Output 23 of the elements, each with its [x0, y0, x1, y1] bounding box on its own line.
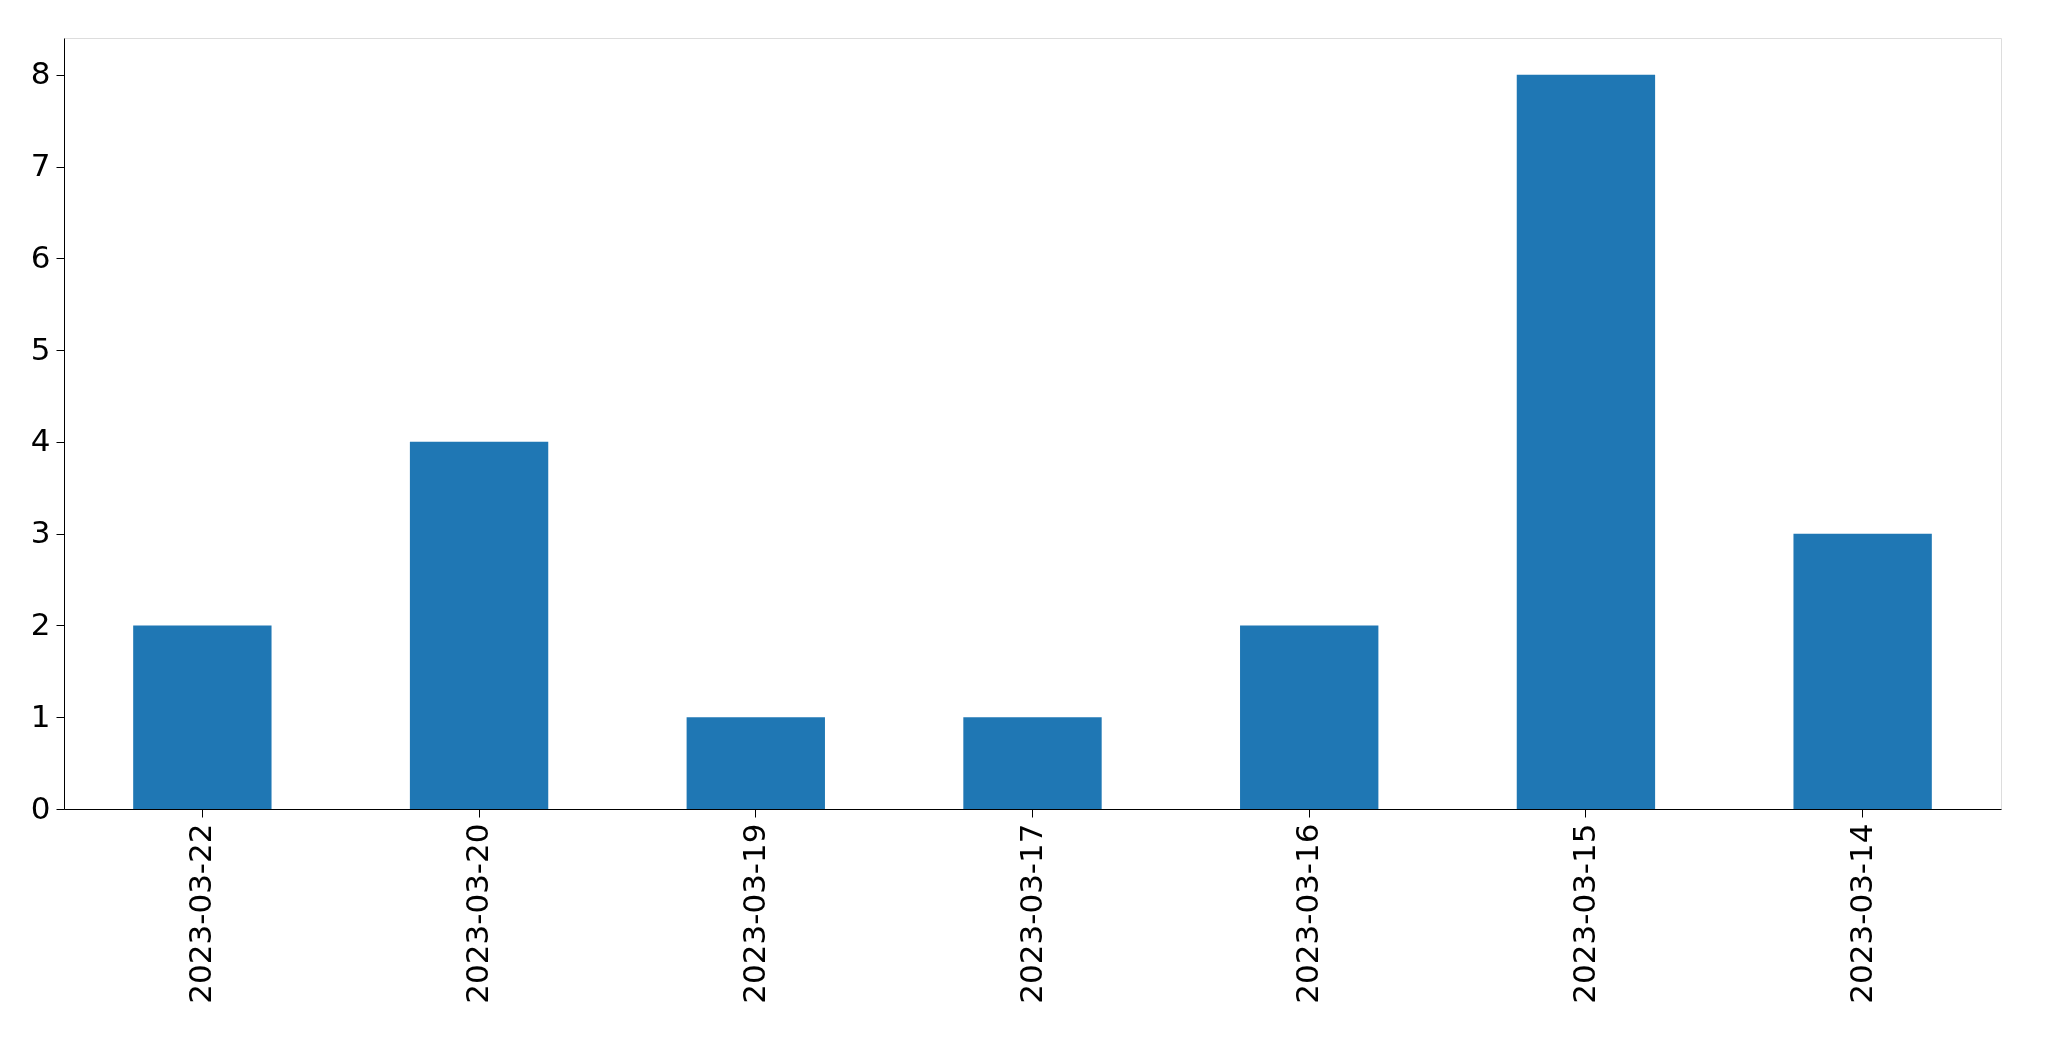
y-tick-label: 2 — [30, 605, 51, 642]
y-tick-label: 3 — [30, 514, 51, 551]
y-tick-label: 8 — [30, 55, 51, 92]
x-tick-label: 2023-03-15 — [1565, 823, 1602, 1004]
y-tick-label: 7 — [30, 147, 51, 183]
x-tick-label: 2023-03-14 — [1842, 823, 1879, 1004]
bar — [1240, 625, 1379, 809]
bar — [1516, 74, 1656, 809]
y-tick-label: 0 — [30, 789, 51, 826]
bar — [686, 717, 825, 809]
y-tick-label: 5 — [30, 330, 51, 367]
bar — [963, 717, 1102, 809]
x-tick-label: 2023-03-20 — [459, 823, 496, 1004]
bar — [1793, 533, 1932, 809]
bar — [409, 441, 549, 809]
x-tick-label: 2023-03-19 — [735, 823, 772, 1004]
x-tick-label: 2023-03-22 — [182, 823, 219, 1004]
y-tick-label: 1 — [30, 697, 51, 734]
bar — [133, 625, 272, 809]
y-tick-label: 6 — [30, 238, 51, 275]
x-tick-label: 2023-03-17 — [1012, 823, 1049, 1004]
y-tick-label: 4 — [30, 422, 51, 459]
x-tick-label: 2023-03-16 — [1289, 823, 1326, 1004]
